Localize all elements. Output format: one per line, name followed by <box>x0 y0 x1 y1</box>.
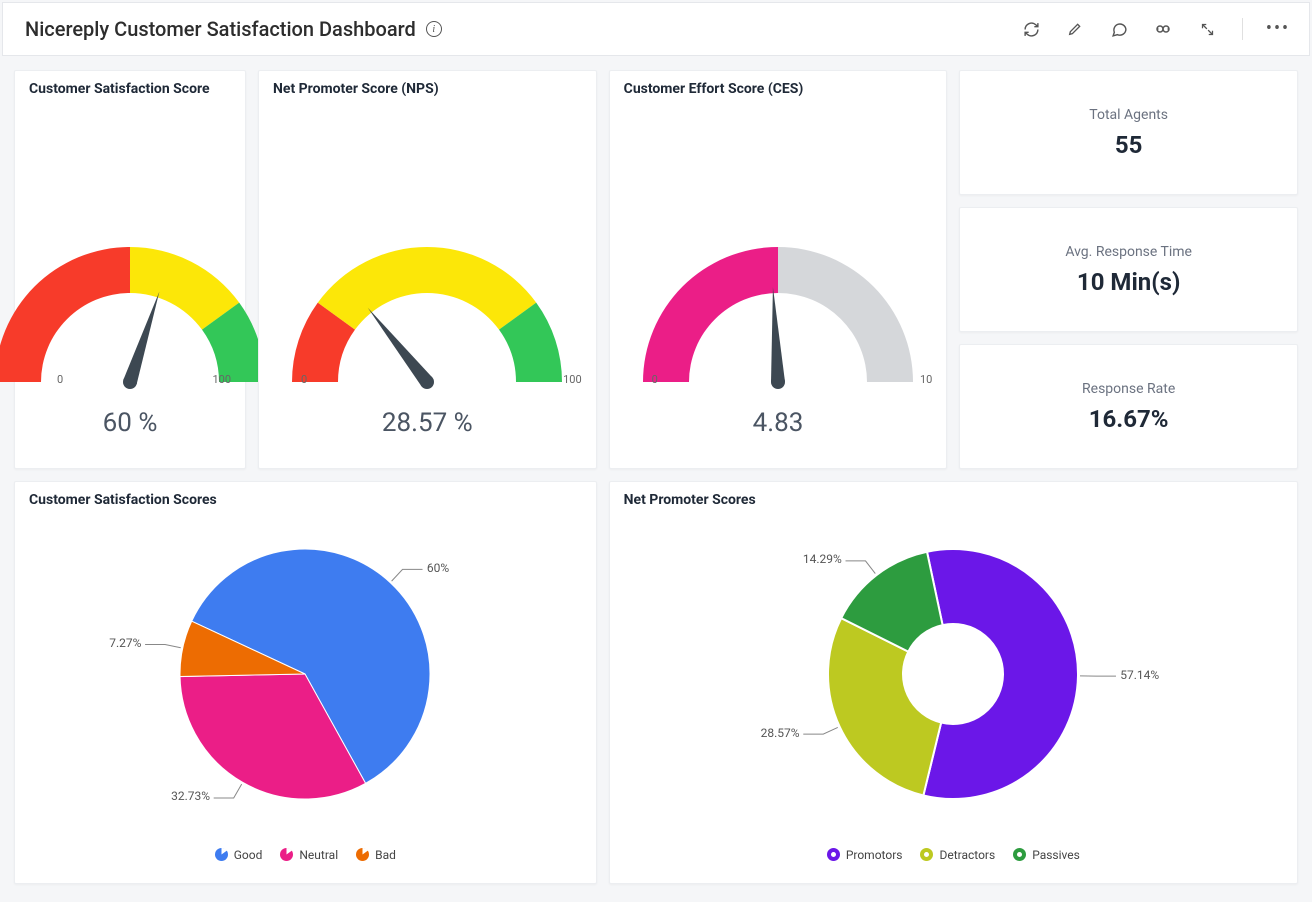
slice-label: 28.57% <box>761 726 800 740</box>
legend-swatch-icon <box>280 848 293 861</box>
legend-item[interactable]: Detractors <box>920 848 995 862</box>
gauge-max: 10 <box>920 373 932 386</box>
chart-legend: Promotors Detractors Passives <box>827 848 1080 862</box>
kpi-value: 16.67% <box>1089 405 1169 433</box>
slice-label: 14.29% <box>803 552 842 566</box>
card-title: Customer Satisfaction Scores <box>29 492 582 508</box>
more-icon[interactable]: ••• <box>1269 20 1287 38</box>
card-csat-gauge: Customer Satisfaction Score 60 % 0 100 <box>14 70 246 469</box>
gauge-nps: 28.57 % <box>259 222 596 438</box>
info-icon[interactable]: i <box>426 21 442 37</box>
legend-label: Passives <box>1032 848 1080 862</box>
kpi-response-rate: Response Rate 16.67% <box>959 344 1298 469</box>
gauge-ces: 4.83 <box>610 222 947 438</box>
legend-swatch-icon <box>920 848 933 861</box>
gauge-csat: 60 % <box>15 222 245 438</box>
kpi-total-agents: Total Agents 55 <box>959 70 1298 195</box>
edit-icon[interactable] <box>1066 20 1084 38</box>
legend-item[interactable]: Neutral <box>280 848 338 862</box>
kpi-value: 55 <box>1115 131 1143 159</box>
fullscreen-icon[interactable] <box>1198 20 1216 38</box>
legend-item[interactable]: Passives <box>1013 848 1080 862</box>
header-divider <box>1242 18 1243 40</box>
card-nps-pie: Net Promoter Scores 57.14% 28.57% 14.29% Pr… <box>609 481 1298 884</box>
header-actions: ••• <box>1022 18 1287 40</box>
slice-label: 60% <box>427 561 449 575</box>
card-title: Net Promoter Score (NPS) <box>273 81 582 97</box>
kpi-response-time: Avg. Response Time 10 Min(s) <box>959 207 1298 332</box>
kpi-label: Avg. Response Time <box>1065 244 1192 260</box>
gauge-max: 100 <box>212 373 231 386</box>
chart-legend: Good Neutral Bad <box>215 848 396 862</box>
card-title: Customer Effort Score (CES) <box>624 81 933 97</box>
legend-label: Good <box>234 848 263 862</box>
legend-item[interactable]: Bad <box>356 848 396 862</box>
kpi-value: 10 Min(s) <box>1077 268 1180 296</box>
gauge-value: 60 % <box>103 408 158 438</box>
legend-label: Detractors <box>939 848 995 862</box>
header-left: Nicereply Customer Satisfaction Dashboar… <box>25 17 442 41</box>
legend-label: Neutral <box>299 848 338 862</box>
card-nps-gauge: Net Promoter Score (NPS) 28.57 % 0 100 <box>258 70 597 469</box>
gauge-min: 0 <box>652 373 658 386</box>
comment-icon[interactable] <box>1110 20 1128 38</box>
slice-label: 32.73% <box>171 789 210 803</box>
legend-label: Promotors <box>846 848 903 862</box>
dashboard-header: Nicereply Customer Satisfaction Dashboar… <box>2 2 1310 56</box>
kpi-label: Response Rate <box>1082 381 1175 397</box>
legend-item[interactable]: Good <box>215 848 263 862</box>
view-icon[interactable] <box>1154 20 1172 38</box>
dashboard-grid: Total Agents 55 Customer Satisfaction Sc… <box>0 58 1312 884</box>
card-csat-pie: Customer Satisfaction Scores 60% 32.73% 7.… <box>14 481 597 884</box>
legend-swatch-icon <box>215 848 228 861</box>
page-title: Nicereply Customer Satisfaction Dashboar… <box>25 17 416 41</box>
refresh-icon[interactable] <box>1022 20 1040 38</box>
slice-label: 7.27% <box>109 636 141 650</box>
gauge-max: 100 <box>563 373 582 386</box>
legend-label: Bad <box>375 848 396 862</box>
gauge-value: 28.57 % <box>382 408 473 438</box>
card-title: Net Promoter Scores <box>624 492 1283 508</box>
card-title: Customer Satisfaction Score <box>29 81 231 97</box>
legend-item[interactable]: Promotors <box>827 848 903 862</box>
gauge-value: 4.83 <box>753 408 804 438</box>
legend-swatch-icon <box>827 848 840 861</box>
slice-label: 57.14% <box>1120 668 1159 682</box>
card-ces-gauge: Customer Effort Score (CES) 4.83 0 10 <box>609 70 948 469</box>
gauge-min: 0 <box>57 373 63 386</box>
pie-nps: 57.14% 28.57% 14.29% Promotors Detractors Pas… <box>610 522 1297 873</box>
gauge-min: 0 <box>301 373 307 386</box>
pie-csat: 60% 32.73% 7.27% Good Neutral Bad <box>15 522 596 873</box>
kpi-label: Total Agents <box>1089 107 1168 123</box>
legend-swatch-icon <box>1013 848 1026 861</box>
legend-swatch-icon <box>356 848 369 861</box>
